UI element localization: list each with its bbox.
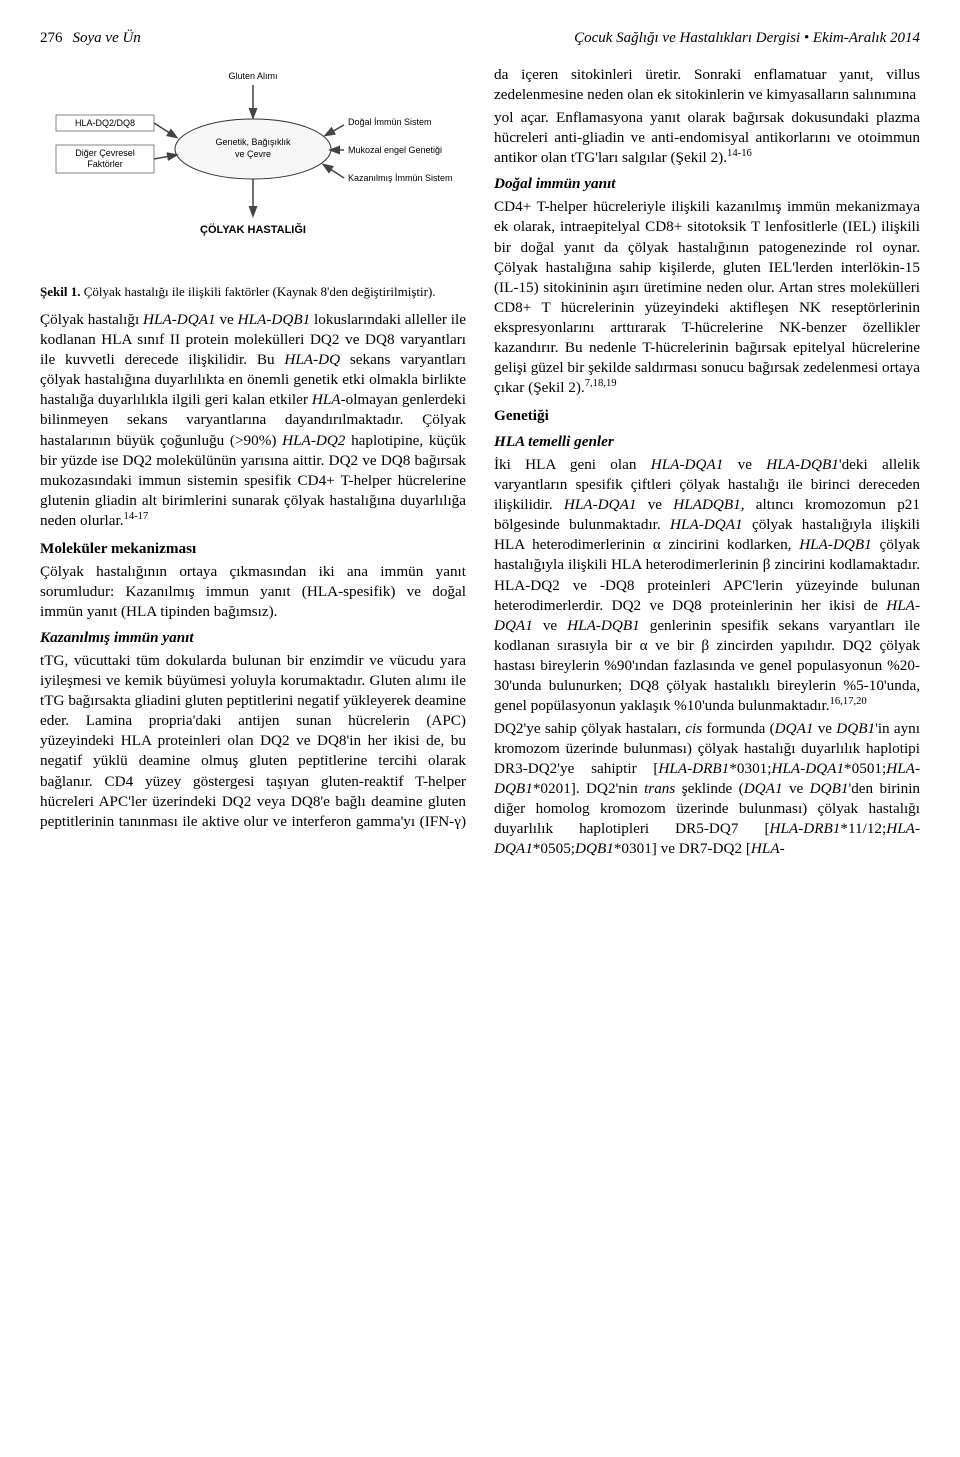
fig1-right-label3: Kazanılmış İmmün Sistem	[348, 173, 453, 183]
figure-1-block: Gluten Alımı Genetik, Bağışıklık ve Çevr…	[40, 65, 466, 300]
col2-h1: Doğal immün yanıt	[494, 174, 920, 194]
col1-h2: Kazanılmış immün yanıt	[40, 628, 466, 648]
fig1-arrow-r1	[326, 125, 344, 135]
page-header: 276 Soya ve Ün Çocuk Sağlığı ve Hastalıkl…	[40, 30, 920, 47]
figure-1-caption-text: Çölyak hastalığı ile ilişkili faktörler …	[84, 284, 436, 299]
col2-h3: HLA temelli genler	[494, 432, 920, 452]
two-column-body: Gluten Alımı Genetik, Bağışıklık ve Çevr…	[40, 65, 920, 859]
header-right: Çocuk Sağlığı ve Hastalıkları Dergisi • …	[574, 30, 920, 47]
col1-p1: Çölyak hastalığı HLA-DQA1 ve HLA-DQB1 lo…	[40, 310, 466, 531]
page: 276 Soya ve Ün Çocuk Sağlığı ve Hastalıkl…	[0, 0, 960, 1457]
fig1-arrow-lb	[154, 155, 176, 159]
fig1-left-bottom-label1: Diğer Çevresel	[75, 148, 135, 158]
fig1-top-label: Gluten Alımı	[228, 71, 277, 81]
fig1-arrow-lt	[154, 123, 176, 137]
col1-p2: Çölyak hastalığının ortaya çıkmasından i…	[40, 562, 466, 622]
header-left: 276 Soya ve Ün	[40, 30, 141, 47]
fig1-center-label2: ve Çevre	[235, 149, 271, 159]
figure-1-svg: Gluten Alımı Genetik, Bağışıklık ve Çevr…	[48, 65, 458, 275]
col1-h1: Moleküler mekanizması	[40, 539, 466, 559]
fig1-left-bottom-label2: Faktörler	[87, 159, 123, 169]
fig1-right-label2: Mukozal engel Genetiği	[348, 145, 442, 155]
fig1-center-label1: Genetik, Bağışıklık	[215, 137, 291, 147]
page-number: 276	[40, 30, 63, 46]
fig1-left-top-label: HLA-DQ2/DQ8	[75, 118, 135, 128]
col2-p4: DQ2'ye sahip çölyak hastaları, cis formu…	[494, 719, 920, 859]
authors-short: Soya ve Ün	[73, 30, 141, 46]
col2-p2: CD4+ T-helper hücreleriyle ilişkili kaza…	[494, 197, 920, 398]
figure-1-caption: Şekil 1. Çölyak hastalığı ile ilişkili f…	[40, 283, 466, 300]
col2-h2: Genetiği	[494, 406, 920, 426]
fig1-arrow-r3	[324, 165, 344, 178]
col2-p1: yol açar. Enflamasyona yanıt olarak bağı…	[494, 108, 920, 168]
fig1-right-label1: Doğal İmmün Sistem	[348, 117, 432, 127]
fig1-bottom-label: ÇÖLYAK HASTALIĞI	[200, 223, 306, 236]
col2-p3: İki HLA geni olan HLA-DQA1 ve HLA-DQB1'd…	[494, 455, 920, 716]
